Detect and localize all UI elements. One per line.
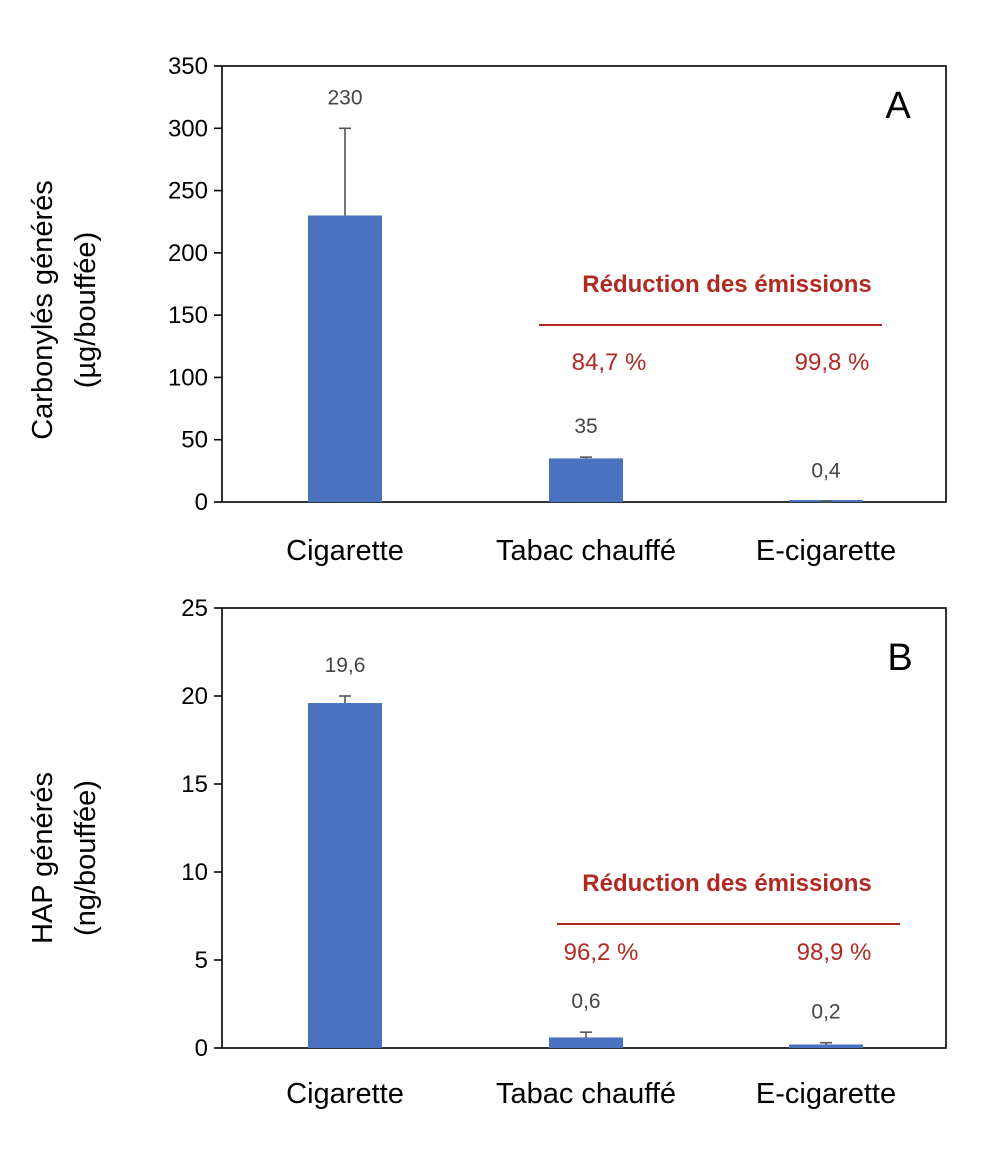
y-tick-label: 20 [181, 683, 208, 710]
y-tick-label: 0 [195, 1035, 208, 1062]
chart-panel-a: 0 50 100 150 200 250 300 350 230 Cigarette 35 Tabac… [27, 53, 947, 567]
y-tick-label: 50 [181, 427, 208, 454]
bar [308, 215, 382, 502]
reduction-value: 96,2 % [564, 939, 639, 966]
y-tick-label: 0 [195, 489, 208, 516]
y-axis-title: Carbonylés générés [27, 180, 59, 440]
y-axis-title: HAP générés [27, 772, 59, 944]
chart-panel-b: 0 5 10 15 20 25 19,6 Cigarette 0,6 Tabac chauffé 0… [27, 595, 947, 1110]
reduction-value: 98,9 % [797, 939, 872, 966]
panel-label: B [887, 637, 912, 679]
y-tick-label: 25 [181, 595, 208, 622]
y-tick-label: 350 [168, 53, 208, 80]
y-tick-label: 15 [181, 771, 208, 798]
reduction-title: Réduction des émissions [582, 271, 871, 298]
bar [549, 458, 623, 502]
reduction-value: 99,8 % [795, 349, 870, 376]
data-label: 0,4 [811, 459, 841, 482]
y-tick-label: 10 [181, 859, 208, 886]
y-tick-label: 200 [168, 240, 208, 267]
data-label: 0,6 [571, 990, 600, 1013]
reduction-value: 84,7 % [572, 349, 647, 376]
y-axis-subtitle: (µg/bouffée) [70, 232, 102, 388]
x-category-label: Cigarette [286, 535, 404, 567]
x-category-label: Tabac chauffé [496, 1078, 676, 1110]
y-tick-label: 5 [195, 947, 208, 974]
bar [308, 703, 382, 1048]
data-label: 19,6 [325, 654, 366, 677]
panel-label: A [885, 85, 911, 127]
x-category-label: E-cigarette [756, 1078, 896, 1110]
y-tick-label: 150 [168, 302, 208, 329]
x-category-label: Cigarette [286, 1078, 404, 1110]
bar [549, 1037, 623, 1048]
data-label: 0,2 [811, 1001, 840, 1024]
y-tick-label: 100 [168, 364, 208, 391]
x-category-label: E-cigarette [756, 535, 896, 567]
x-category-label: Tabac chauffé [496, 535, 676, 567]
reduction-title: Réduction des émissions [582, 870, 871, 897]
y-tick-label: 250 [168, 178, 208, 205]
y-axis-subtitle: (ng/bouffée) [70, 780, 102, 936]
data-label: 230 [327, 86, 362, 109]
bar [789, 1044, 863, 1048]
y-tick-label: 300 [168, 115, 208, 142]
data-label: 35 [574, 415, 597, 438]
